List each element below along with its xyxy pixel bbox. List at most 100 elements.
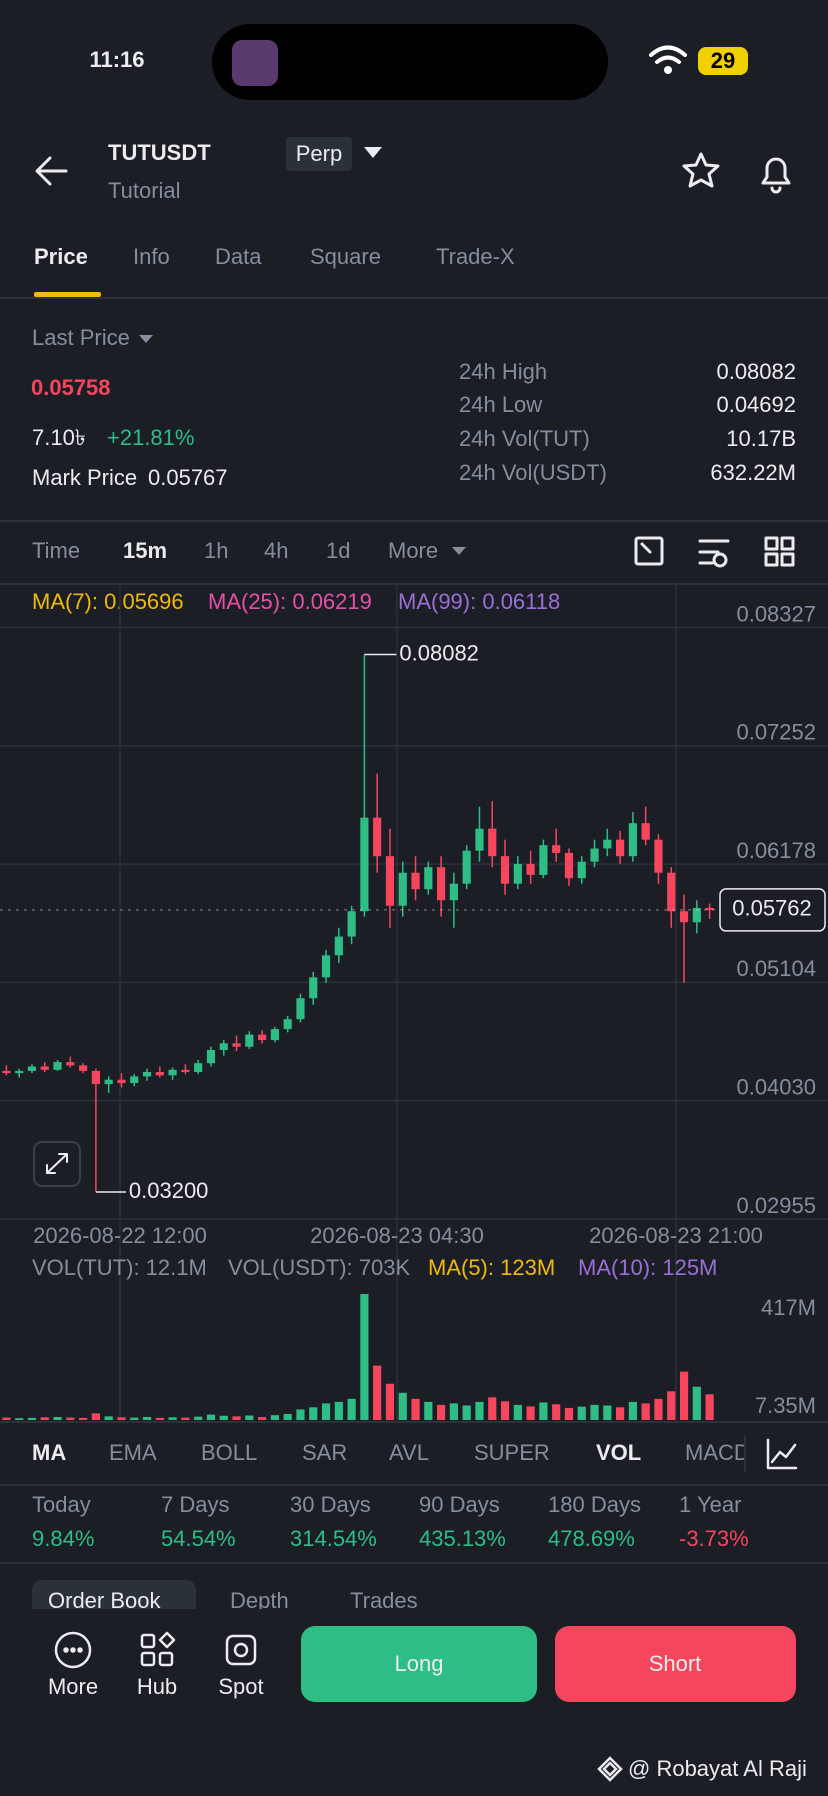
volume-label: VOL(USDT): 703K [228,1255,410,1280]
candle-body [577,861,586,879]
candle-body [462,850,471,884]
spot-button[interactable]: Spot [218,1674,263,1699]
volume-bar [104,1416,113,1420]
candle-body [219,1043,228,1050]
more-dropdown[interactable] [452,547,466,555]
candle-body [104,1079,113,1085]
volume-bar [296,1409,305,1420]
expand-button[interactable] [33,1141,81,1187]
candle-body [27,1066,37,1071]
volume-bar [654,1398,663,1420]
volume-bar [552,1404,561,1420]
tab[interactable]: Price [34,244,88,269]
volume-bar [475,1401,484,1420]
candle-body [296,998,305,1020]
volume-bar [66,1417,75,1420]
indicator-settings[interactable] [766,1438,798,1470]
expand-icon [46,1153,68,1174]
volume-tick-label: 7.35M [755,1393,816,1418]
volume-bar [232,1416,241,1420]
alert-button[interactable] [761,157,791,194]
symbol: TUTUSDT [108,140,211,165]
high-label: 0.08082 [399,640,479,665]
candle-body [347,911,356,937]
volume-bar [270,1415,279,1420]
interval[interactable]: Time [32,538,80,563]
volume-bar [168,1417,177,1420]
bottom-icons [54,1631,257,1669]
candle-body [2,1070,11,1074]
back-button[interactable] [35,156,68,186]
indicator-tab[interactable]: SAR [302,1440,347,1465]
stat-value: 0.04692 [716,392,796,417]
tab[interactable]: Trade-X [436,244,515,269]
watermark-logo [597,1756,623,1782]
more-button[interactable]: More [48,1674,98,1699]
candle-body [232,1043,241,1047]
mark-price-label: Mark Price [32,465,137,490]
volume-bar [142,1416,152,1420]
indicator-tab[interactable]: AVL [389,1440,429,1465]
symbol-dropdown[interactable] [364,147,382,158]
performance-label: 180 Days [548,1492,641,1517]
candle-body [130,1076,139,1084]
volume-bar [245,1415,254,1420]
candle-body [15,1070,24,1074]
ma-label: MA(7): 0.05696 [32,589,184,614]
last-price: 0.05758 [31,375,111,400]
candle-body [449,883,458,901]
performance-label: 1 Year [679,1492,741,1517]
tab[interactable]: Square [310,244,381,269]
indicator-tab[interactable]: VOL [596,1440,641,1465]
interval[interactable]: 1d [326,538,350,563]
candle-body [194,1063,203,1073]
hub-button[interactable]: Hub [137,1674,177,1699]
volume-label: MA(5): 123M [428,1255,555,1280]
volume-bar [385,1383,395,1420]
interval[interactable]: 1h [204,538,228,563]
performance-label: 90 Days [419,1492,500,1517]
candle-body [616,839,625,857]
favorite-button[interactable] [682,152,720,188]
volume-bar [667,1391,676,1420]
volume-label: VOL(TUT): 12.1M [32,1255,207,1280]
indicator-tab[interactable]: BOLL [201,1440,257,1465]
low-label: 0.03200 [129,1178,209,1203]
volume-bar [53,1416,62,1420]
stat-value: 10.17B [726,426,796,451]
candle-body [270,1029,279,1041]
dropdown-icon[interactable] [139,335,153,343]
indicator-tab[interactable]: EMA [109,1440,157,1465]
performance-label: Today [32,1492,91,1517]
tab[interactable]: Data [215,244,262,269]
interval[interactable]: 4h [264,538,288,563]
indicator-tab[interactable]: SUPER [474,1440,550,1465]
tab-indicator [34,292,101,297]
indicator-tab[interactable]: MACD [685,1440,750,1465]
chart-tools[interactable] [634,536,795,568]
order-tab[interactable]: Order Book [48,1588,161,1613]
interval[interactable]: More [388,538,438,563]
y-tick-label: 0.05104 [736,956,816,981]
tab[interactable]: Info [133,244,170,269]
order-tab[interactable]: Trades [350,1588,418,1613]
candle-body [590,848,599,862]
volume-bar [373,1365,382,1420]
order-tab[interactable]: Depth [230,1588,289,1613]
interval[interactable]: 15m [123,538,167,563]
candle-body [692,907,701,923]
candle-body [155,1072,164,1076]
short-button[interactable]: Short [649,1651,702,1676]
candle-body [117,1079,126,1084]
short-button-bg[interactable] [555,1626,796,1702]
volume-bar [181,1417,190,1420]
long-button[interactable]: Long [395,1651,444,1676]
candle-body [488,828,497,857]
candle-body [66,1062,75,1066]
change-value: 7.10৳ [32,425,86,450]
indicator-tab[interactable]: MA [32,1440,66,1465]
long-button-bg[interactable] [301,1626,537,1702]
volume-bar [437,1404,446,1420]
volume-bar [155,1417,164,1420]
stat-label: 24h High [459,359,547,384]
